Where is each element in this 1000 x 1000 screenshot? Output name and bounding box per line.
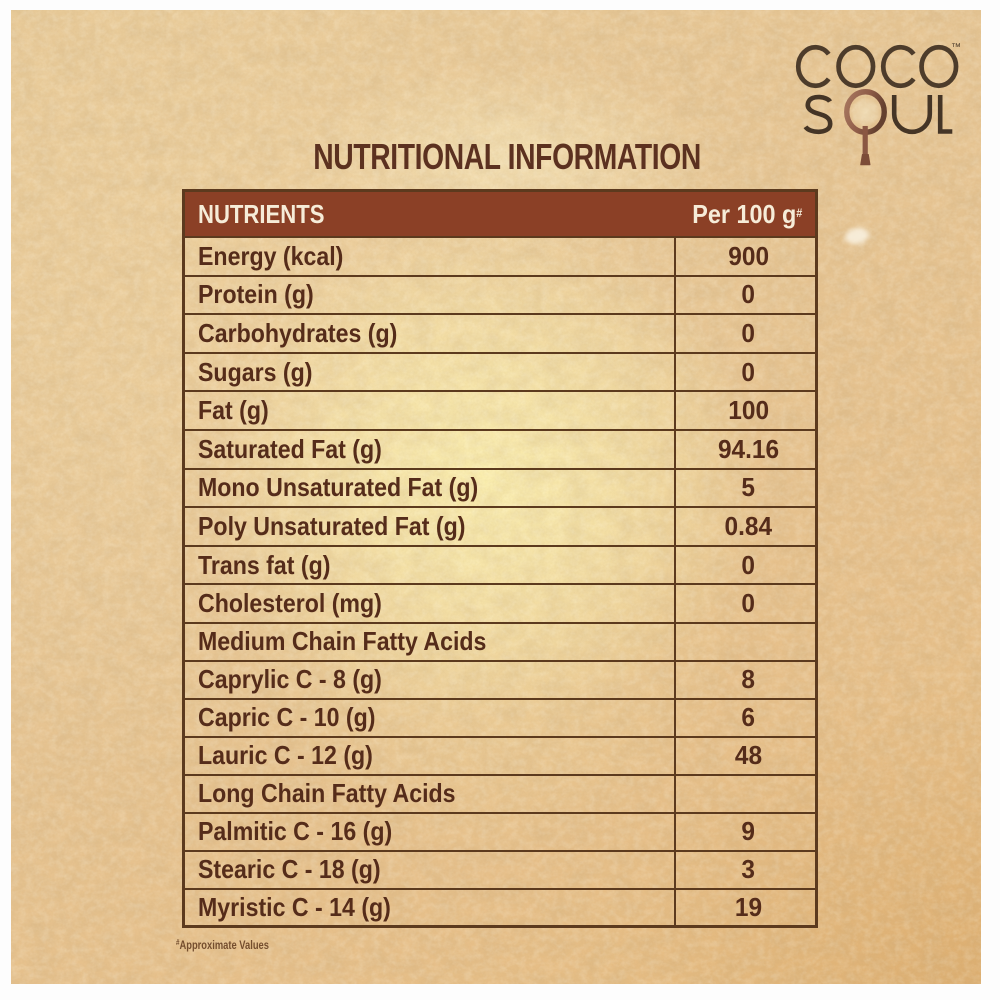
svg-text:™: ™ — [951, 42, 961, 53]
